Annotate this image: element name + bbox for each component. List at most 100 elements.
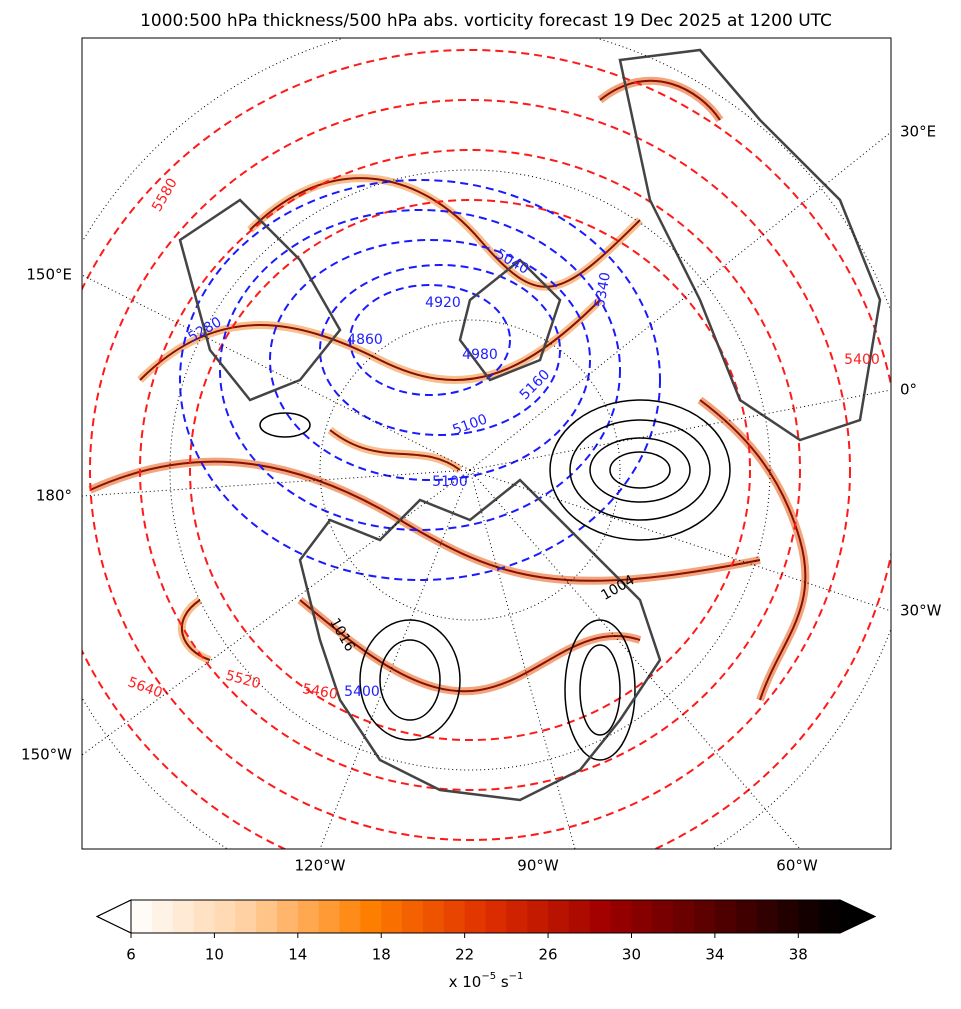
thickness-contour-cold [269,239,591,481]
thickness-contour-warm [89,99,851,841]
label-exponent: −5 [481,971,496,982]
meridian [82,274,471,471]
colorbar-label: x 10−5 s−1 [449,971,524,991]
colorbar-segment [297,900,320,933]
colorbar-segment [360,900,382,933]
colorbar-tick-label: 22 [455,946,474,964]
thickness-contour-cold [349,284,511,396]
thickness-contour-cold [319,264,561,436]
colorbar-segment [318,900,341,933]
coastline [298,478,662,802]
colorbar-segment [714,900,737,933]
colorbar-tick-label: 30 [622,946,641,964]
meridian [82,469,471,756]
colorbar-segment [485,900,507,933]
colorbar-extend-high [839,899,877,934]
colorbar-segment [235,900,257,933]
colorbar-segment [756,900,778,933]
pressure-contour [569,419,711,521]
pressure-contour [379,639,441,721]
vorticity-core [299,599,641,693]
pressure-contour [564,619,636,761]
thickness-contour-cold [179,179,661,581]
map-background [82,38,891,849]
colorbar-segment [276,900,299,933]
colorbar-segment [568,900,591,933]
graticule-label: 60°W [776,857,818,875]
contour-label: 5400 [844,352,880,368]
colorbar-segment [422,900,445,933]
coastline [178,198,342,402]
map-frame [81,37,892,850]
pressure-contour [609,451,671,489]
meridian [82,469,471,497]
colorbar-segment [339,900,361,933]
graticule-label: 0° [900,381,917,399]
colorbar-segment [214,900,236,933]
thickness-contour-cold [219,209,621,531]
thickness-contour-warm [189,199,751,741]
colorbar-segment [443,900,466,933]
colorbar-segment [506,900,528,933]
colorbar-segment [193,900,215,933]
colorbar-segment [819,900,841,933]
colorbar-segment [527,900,549,933]
colorbar-segment [151,900,174,933]
label-text: s [496,973,509,991]
pressure-contour [549,399,731,541]
thickness-contour-warm [139,149,801,791]
label-exponent: −1 [509,971,524,982]
latitude-circle [319,319,621,621]
colorbar-tick-label: 26 [539,946,558,964]
colorbar-outline [95,899,877,934]
colorbar-tick-label: 38 [789,946,808,964]
colorbar-segment [694,900,716,933]
colorbar-segment [589,900,612,933]
graticule-label: 120°W [295,857,346,875]
vorticity-core [699,399,807,701]
colorbar-segment [652,900,674,933]
contour-label: 5100 [432,474,468,490]
graticule-label: 90°W [517,857,559,875]
graticule-label: 30°E [900,123,936,141]
coastline [618,48,882,442]
colorbar-segment [172,900,195,933]
contour-label: 5400 [344,684,380,700]
graticule-label: 30°W [900,602,942,620]
label-text: x 10 [449,973,482,991]
graticule-label: 180° [36,487,72,505]
colorbar-tick-label: 18 [372,946,391,964]
pressure-contour [579,644,621,736]
colorbar-segment [131,900,153,933]
pressure-contour [359,619,461,741]
contour-label: 5460 [301,681,339,703]
colorbar-segment [548,900,570,933]
title: 1000:500 hPa thickness/500 hPa abs. vort… [140,11,832,31]
colorbar-extend-low [95,899,132,934]
pressure-contour [259,412,311,438]
meridian [469,469,576,849]
colorbar-tick-label: 6 [126,946,136,964]
contour-label: 4860 [347,332,383,348]
contour-label: 4920 [425,295,461,311]
vorticity-core [139,299,601,381]
graticule-label: 150°E [26,266,72,284]
colorbar-tick-label: 14 [288,946,307,964]
vorticity-core [329,429,461,471]
colorbar-segment [777,900,799,933]
map-layers: 5580528049205040486049805160510051005340… [82,38,891,849]
colorbar-segment [673,900,695,933]
contour-label: 4980 [462,347,498,363]
colorbar-segment [735,900,758,933]
colorbar-tick-label: 34 [705,946,724,964]
colorbar-segment [610,900,632,933]
contour-label: 5340 [592,271,614,309]
colorbar-tick-label: 10 [205,946,224,964]
colorbar-segment [464,900,486,933]
latitude-circle [169,169,771,771]
vorticity-core [599,79,721,121]
colorbar-segment [381,900,403,933]
colorbar-segment [631,900,653,933]
graticule-label: 150°W [21,746,72,764]
colorbar-segment [798,900,820,933]
